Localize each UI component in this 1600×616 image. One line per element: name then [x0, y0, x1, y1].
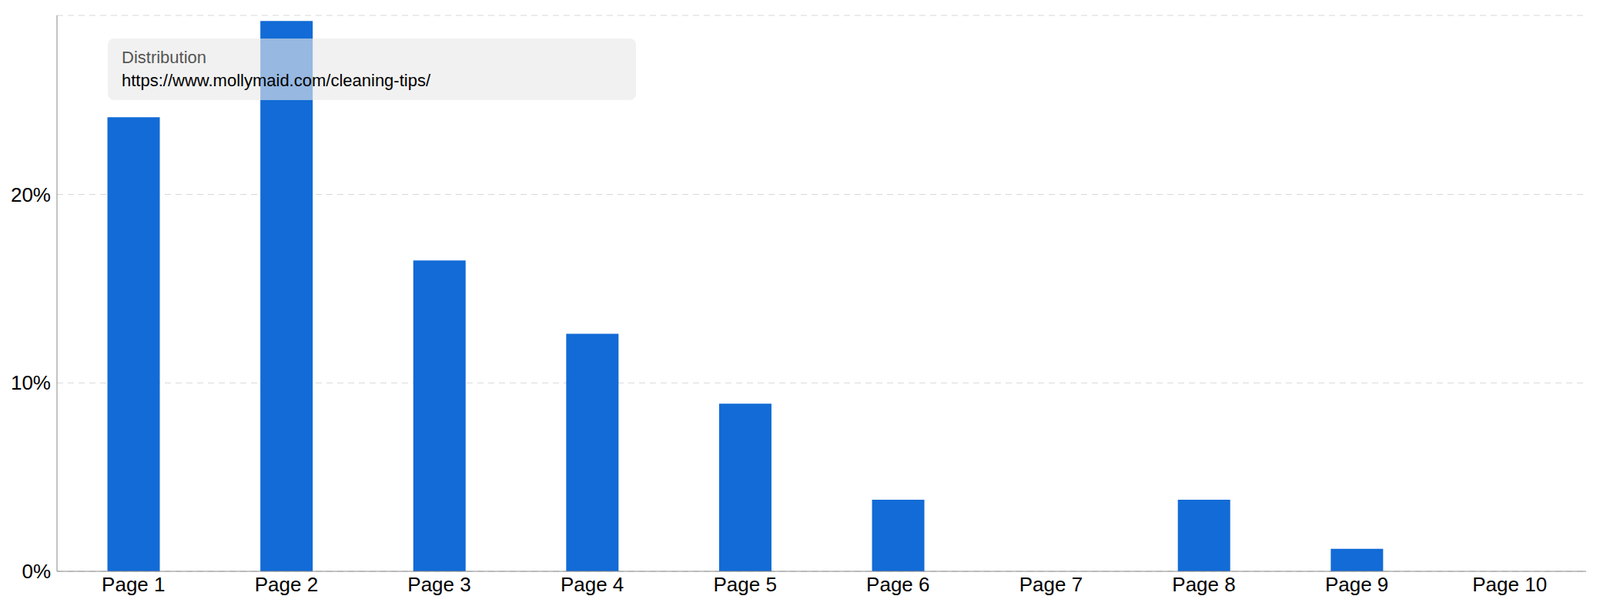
svg-text:Page 4: Page 4	[560, 572, 624, 596]
html-text:https://www.mollymaid.com/clea: https://www.mollymaid.com/cleaning-tips/	[121, 70, 431, 91]
svg-text:Page 2: Page 2	[254, 572, 318, 596]
svg-text:10%: 10%	[10, 371, 51, 395]
svg-text:20%: 20%	[10, 183, 51, 207]
svg-text:Page 5: Page 5	[712, 572, 777, 596]
svg-text:Page 7: Page 7	[1019, 572, 1083, 596]
svg-text:Page 10: Page 10	[1472, 572, 1547, 596]
svg-text:Page 8: Page 8	[1171, 572, 1236, 596]
svg-text:Page 9: Page 9	[1325, 572, 1389, 596]
svg-text:Page 3: Page 3	[407, 572, 471, 596]
svg-text:0%: 0%	[21, 559, 51, 583]
svg-text:Page 6: Page 6	[866, 572, 930, 596]
html-text:Distribution: Distribution	[121, 47, 207, 67]
svg-text:Page 1: Page 1	[101, 572, 165, 596]
